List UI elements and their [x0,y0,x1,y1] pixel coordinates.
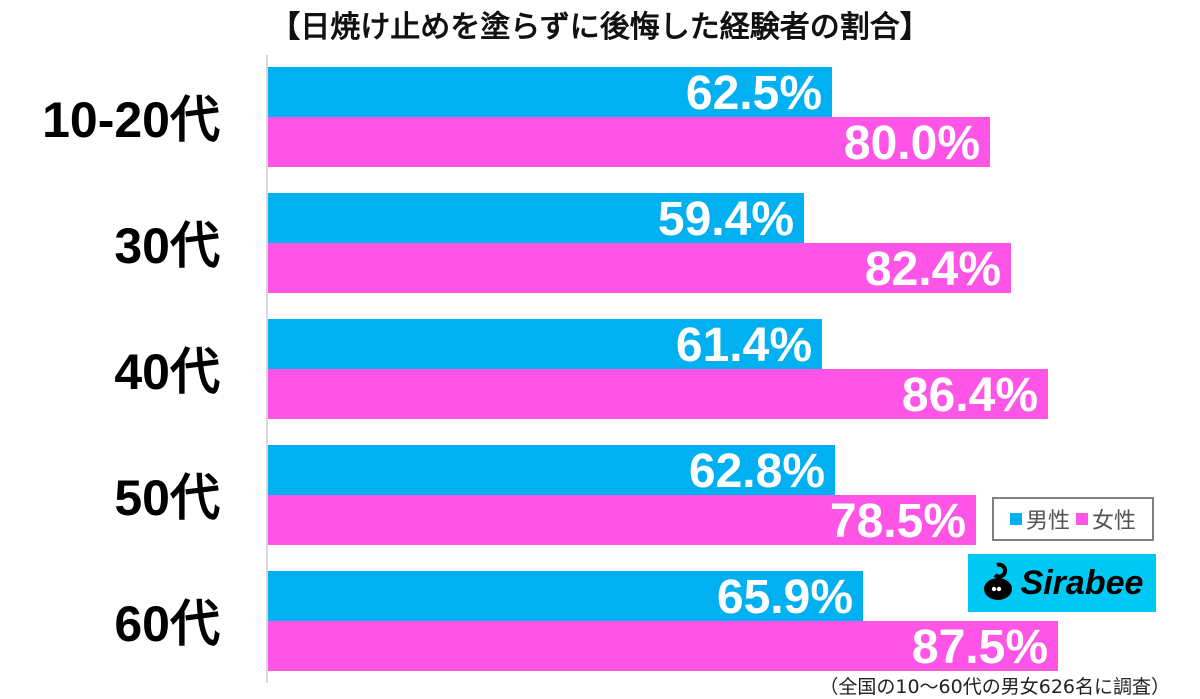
bar-value: 87.5% [911,621,1048,674]
bar-female: 86.4% [268,369,1048,422]
bar-male: 59.4% [268,193,804,246]
bar-male: 62.8% [268,445,835,498]
category-label: 60代 [114,596,220,652]
bar-value: 62.5% [685,67,822,120]
legend-item-female: 女性 [1076,503,1136,535]
bar-value: 78.5% [829,495,966,548]
bar-value: 61.4% [675,319,812,372]
bar-female: 87.5% [268,621,1058,674]
category-label: 50代 [114,470,220,526]
bar-value: 62.8% [688,445,825,498]
bar-value: 86.4% [901,369,1038,422]
bar-female: 82.4% [268,243,1011,296]
y-axis-line [266,55,268,683]
bar-value: 59.4% [657,193,794,246]
bar-value: 80.0% [843,117,980,170]
category-label: 40代 [114,344,220,400]
bar-value: 65.9% [716,571,853,624]
bar-male: 65.9% [268,571,863,624]
chart-title: 【日焼け止めを塗らずに後悔した経験者の割合】 [270,10,930,45]
swan-logo-icon [981,561,1015,605]
legend-swatch-male [1009,513,1022,525]
bar-female: 78.5% [268,495,976,548]
survey-footnote: （全国の10〜60代の男女626名に調査） [819,676,1170,698]
category-label: 30代 [114,218,220,274]
legend-label-male: 男性 [1025,509,1070,534]
legend: 男性 女性 [992,497,1154,541]
legend-item-male: 男性 [1009,503,1070,535]
bar-male: 62.5% [268,67,832,120]
legend-label-female: 女性 [1092,509,1137,534]
bar-female: 80.0% [268,117,990,170]
category-label: 10-20代 [42,92,220,148]
bar-male: 61.4% [268,319,822,372]
legend-swatch-female [1076,513,1088,525]
logo-text: Sirabee [1020,563,1144,602]
bar-value: 82.4% [864,243,1001,296]
sirabee-logo: Sirabee [968,554,1156,612]
